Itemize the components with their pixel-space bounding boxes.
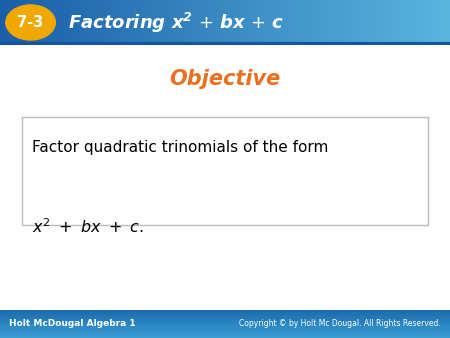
Text: Factor quadratic trinomials of the form: Factor quadratic trinomials of the form (32, 140, 328, 155)
Text: Copyright © by Holt Mc Dougal. All Rights Reserved.: Copyright © by Holt Mc Dougal. All Right… (239, 319, 441, 329)
FancyBboxPatch shape (22, 117, 428, 225)
Text: Factoring $\bfit{x}^{\bfit{2}}$ $+$ $\bfit{bx}$ $+$ $\bfit{c}$: Factoring $\bfit{x}^{\bfit{2}}$ $+$ $\bf… (68, 10, 284, 34)
Text: 7-3: 7-3 (18, 15, 44, 30)
Text: Objective: Objective (169, 69, 281, 90)
Ellipse shape (6, 5, 55, 40)
Text: Holt McDougal Algebra 1: Holt McDougal Algebra 1 (9, 319, 135, 329)
Text: $\it{x}^2\ +\ \it{bx}\ +\ \it{c}.$: $\it{x}^2\ +\ \it{bx}\ +\ \it{c}.$ (32, 217, 144, 236)
